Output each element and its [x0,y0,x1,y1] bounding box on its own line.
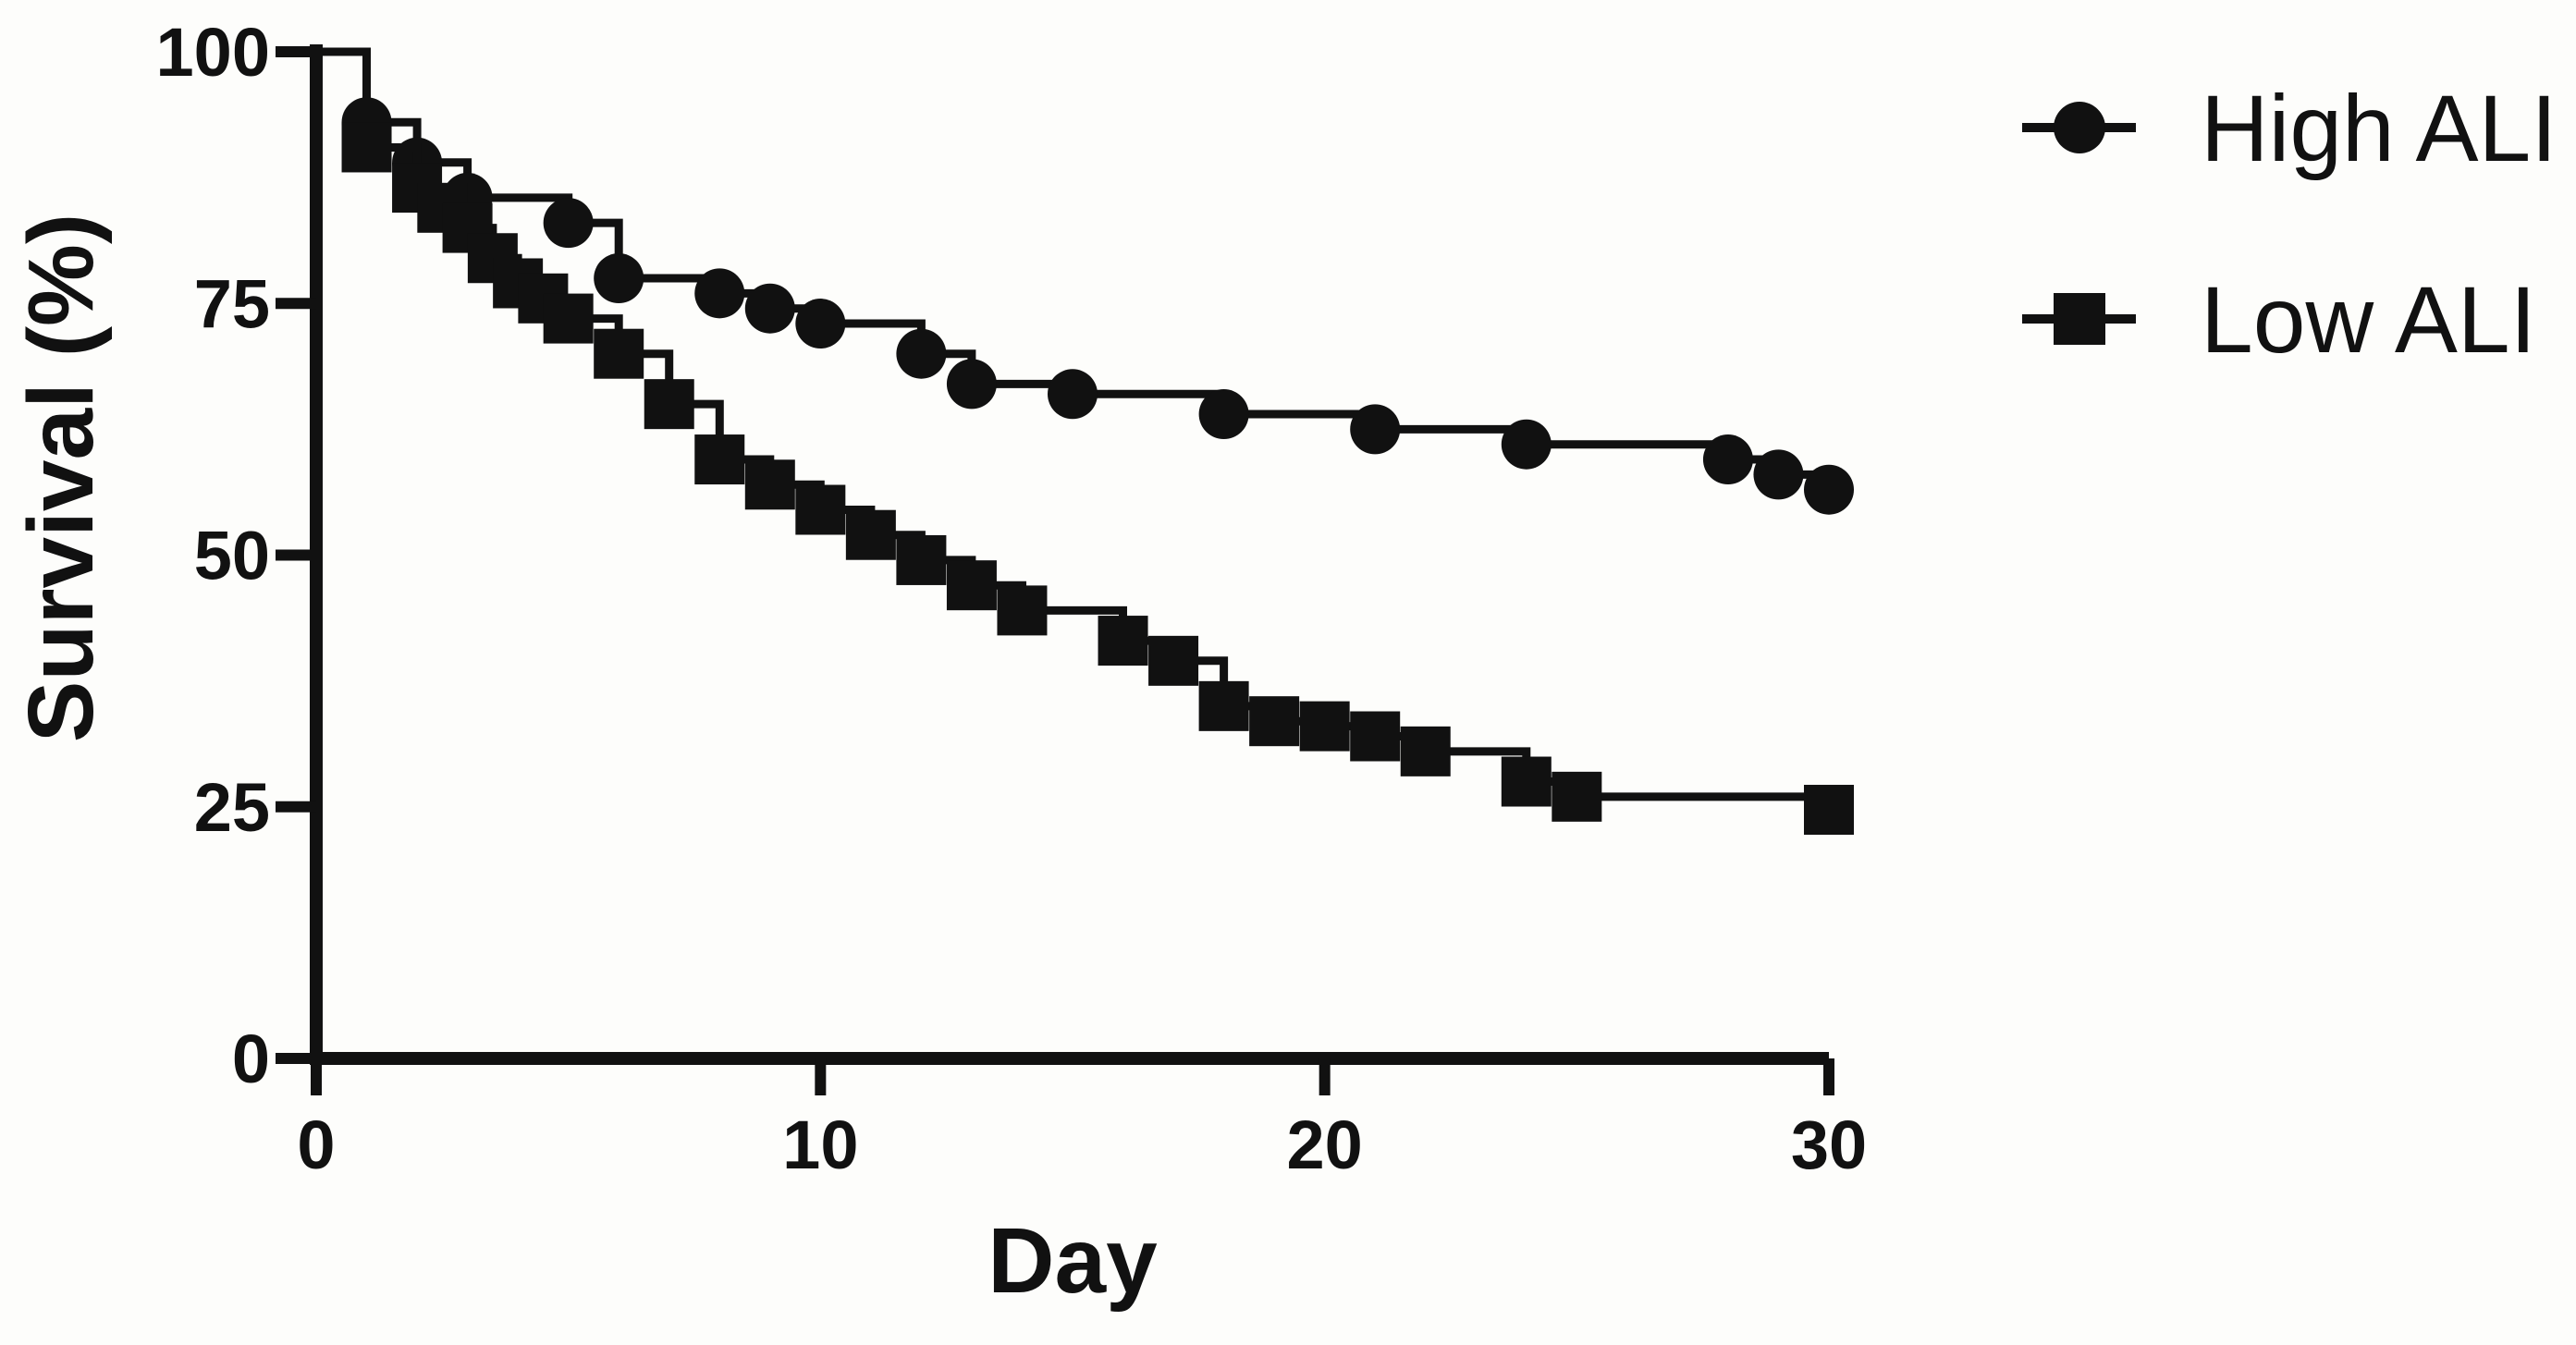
high-ali-marker [694,268,745,319]
low-ali-marker [1249,696,1300,747]
y-axis-ticks: 100 75 50 25 0 [156,14,316,1097]
high-ali-marker [946,359,997,410]
low-ali-marker [1350,711,1401,762]
legend-square-marker-icon [2054,293,2105,345]
high-ali-marker [744,283,795,334]
low-ali-marker [1148,635,1199,686]
y-axis-title: Survival (%) [9,214,113,742]
x-tick-label: 30 [1791,1107,1867,1183]
high-ali-marker [1702,434,1753,485]
low-ali-marker [1804,785,1854,836]
y-tick-label: 50 [194,518,270,594]
high-ali-marker [1804,464,1854,515]
high-ali-marker [1501,419,1552,470]
x-tick-label: 20 [1287,1107,1363,1183]
legend-item-low-ali: Low ALI [2022,267,2536,373]
x-tick-label: 10 [782,1107,858,1183]
y-tick-label: 75 [194,265,270,342]
low-ali-marker [694,434,745,485]
low-ali-marker [744,459,795,510]
x-axis-title: Day [987,1209,1158,1313]
low-ali-curve [316,47,1834,810]
x-tick-label: 0 [297,1107,335,1183]
x-axis-ticks: 0 10 20 30 [297,1058,1867,1183]
high-ali-marker [1753,449,1804,500]
y-tick-label: 25 [194,769,270,846]
low-ali-marker [997,585,1048,636]
high-ali-marker [543,198,594,249]
low-ali-marker [594,328,644,379]
high-ali-marker [1198,389,1249,440]
low-ali-marker [1299,701,1350,752]
low-ali-marker [1552,771,1602,822]
high-ali-marker [1350,404,1401,455]
low-ali-marker [896,534,947,585]
legend-circle-marker-icon [2054,102,2105,153]
low-ali-series [316,47,1854,836]
low-ali-marker [1501,756,1552,807]
low-ali-marker [543,293,594,344]
high-ali-marker [896,328,947,379]
low-ali-marker [341,122,392,173]
legend-label: Low ALI [2201,267,2536,373]
low-ali-marker [1198,680,1249,731]
low-ali-marker [644,379,694,430]
y-tick-label: 100 [156,14,270,91]
high-ali-curve [316,47,1834,490]
y-tick-label: 0 [232,1021,270,1097]
legend: High ALI Low ALI [2022,76,2558,373]
high-ali-marker [795,299,846,349]
low-ali-marker [795,484,846,535]
legend-item-high-ali: High ALI [2022,76,2558,181]
high-ali-marker [1048,369,1098,420]
low-ali-marker [946,560,997,611]
low-ali-marker [1400,726,1451,776]
legend-label: High ALI [2201,76,2558,181]
high-ali-marker [594,253,644,304]
low-ali-marker [845,509,896,560]
low-ali-marker [1098,616,1148,666]
